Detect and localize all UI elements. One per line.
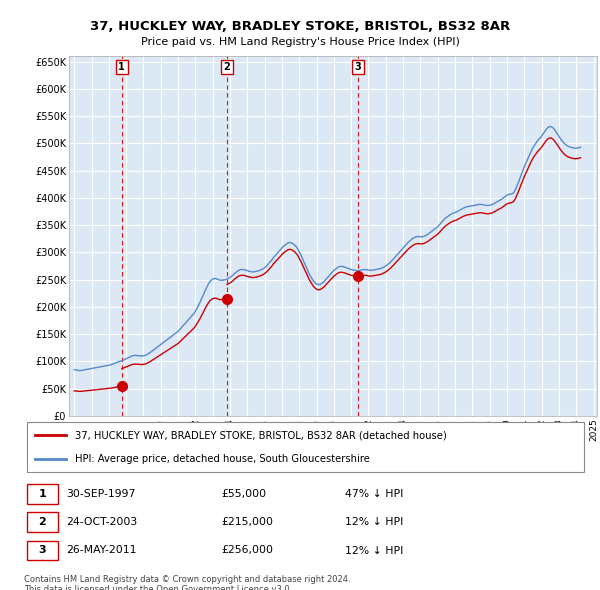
Text: HPI: Average price, detached house, South Gloucestershire: HPI: Average price, detached house, Sout…	[75, 454, 370, 464]
Text: 24-OCT-2003: 24-OCT-2003	[66, 517, 137, 527]
Text: 37, HUCKLEY WAY, BRADLEY STOKE, BRISTOL, BS32 8AR (detached house): 37, HUCKLEY WAY, BRADLEY STOKE, BRISTOL,…	[75, 430, 446, 440]
Text: 3: 3	[355, 62, 361, 72]
Text: 37, HUCKLEY WAY, BRADLEY STOKE, BRISTOL, BS32 8AR: 37, HUCKLEY WAY, BRADLEY STOKE, BRISTOL,…	[90, 20, 510, 33]
Text: 2: 2	[224, 62, 230, 72]
Text: Contains HM Land Registry data © Crown copyright and database right 2024.
This d: Contains HM Land Registry data © Crown c…	[24, 575, 350, 590]
Text: 1: 1	[38, 489, 46, 499]
Text: 12% ↓ HPI: 12% ↓ HPI	[346, 546, 404, 555]
Text: 26-MAY-2011: 26-MAY-2011	[66, 546, 137, 555]
Text: 3: 3	[38, 546, 46, 555]
FancyBboxPatch shape	[27, 422, 584, 472]
Text: 2: 2	[38, 517, 46, 527]
Text: 1: 1	[118, 62, 125, 72]
Text: Price paid vs. HM Land Registry's House Price Index (HPI): Price paid vs. HM Land Registry's House …	[140, 38, 460, 47]
Text: 30-SEP-1997: 30-SEP-1997	[66, 489, 136, 499]
Text: £215,000: £215,000	[221, 517, 274, 527]
FancyBboxPatch shape	[27, 484, 58, 504]
Text: 47% ↓ HPI: 47% ↓ HPI	[346, 489, 404, 499]
Text: £55,000: £55,000	[221, 489, 266, 499]
FancyBboxPatch shape	[27, 512, 58, 532]
FancyBboxPatch shape	[27, 540, 58, 560]
Text: £256,000: £256,000	[221, 546, 274, 555]
Text: 12% ↓ HPI: 12% ↓ HPI	[346, 517, 404, 527]
